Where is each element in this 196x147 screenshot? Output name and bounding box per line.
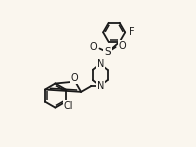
Text: Cl: Cl: [63, 101, 73, 111]
Text: S: S: [104, 47, 111, 57]
Text: N: N: [96, 59, 104, 69]
Text: O: O: [71, 73, 78, 83]
Text: O: O: [118, 41, 126, 51]
Text: F: F: [129, 27, 134, 37]
Text: O: O: [89, 42, 97, 52]
Text: N: N: [96, 81, 104, 91]
